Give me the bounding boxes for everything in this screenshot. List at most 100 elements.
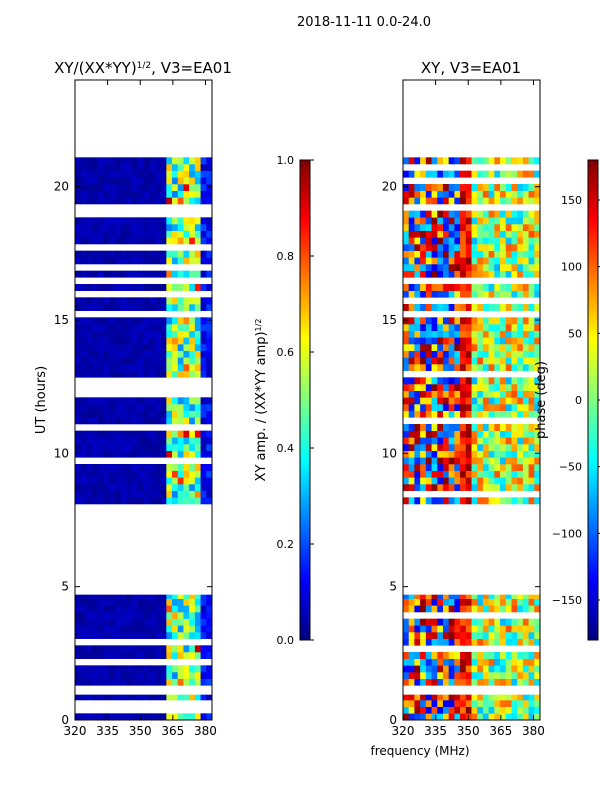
heatmap-cell <box>103 665 110 673</box>
heatmap-cell <box>189 404 196 411</box>
heatmap-cell <box>137 284 144 291</box>
heatmap-cell <box>454 184 461 191</box>
heatmap-cell <box>431 384 438 391</box>
heatmap-cell <box>534 190 540 198</box>
heatmap-cell <box>511 224 518 231</box>
heatmap-cell <box>465 337 472 345</box>
heatmap-cell <box>149 230 156 238</box>
heatmap-cell <box>471 477 478 485</box>
heatmap-cell <box>431 694 438 701</box>
heatmap-cell <box>149 618 156 626</box>
heatmap-cell <box>477 210 484 218</box>
heatmap-cell <box>425 184 433 191</box>
heatmap-cell <box>477 678 484 686</box>
heatmap-cell <box>403 706 410 714</box>
heatmap-cell <box>460 284 467 291</box>
heatmap-cell <box>482 700 490 707</box>
heatmap-cell <box>465 237 472 245</box>
heatmap-cell <box>154 594 162 599</box>
colorbar1-tick-label: 1.0 <box>277 154 295 167</box>
heatmap-cell <box>420 384 427 391</box>
heatmap-cell <box>500 632 507 639</box>
heatmap-cell <box>437 424 444 431</box>
heatmap-cell <box>194 625 202 633</box>
heatmap-cell <box>97 170 105 178</box>
heatmap-cell <box>442 497 450 505</box>
heatmap-cell <box>189 304 196 311</box>
heatmap-cell <box>500 424 507 431</box>
heatmap-cell <box>431 470 438 478</box>
heatmap-cell <box>442 625 450 633</box>
heatmap-cell <box>132 470 139 478</box>
heatmap-cell <box>75 645 82 653</box>
heatmap-cell <box>172 484 179 491</box>
heatmap-cell <box>431 598 438 606</box>
heatmap-cell <box>103 317 110 325</box>
heatmap-cell <box>166 618 173 626</box>
heatmap-cell <box>465 350 472 358</box>
heatmap-cell <box>488 410 495 418</box>
heatmap-cell <box>194 713 202 720</box>
heatmap-cell <box>86 477 93 485</box>
heatmap-cell <box>420 450 427 458</box>
heatmap-cell <box>172 444 179 451</box>
heatmap-cell <box>414 390 421 398</box>
panel1-heatmap <box>75 157 212 720</box>
heatmap-cell <box>149 344 156 351</box>
heatmap-cell <box>103 197 110 205</box>
heatmap-cell <box>534 424 540 431</box>
heatmap-cell <box>437 625 444 633</box>
heatmap-cell <box>460 157 467 165</box>
heatmap-cell <box>431 210 438 218</box>
heatmap-cell <box>522 444 530 451</box>
heatmap-cell <box>120 713 127 720</box>
heatmap-cell <box>103 304 110 311</box>
heatmap-cell <box>132 612 139 619</box>
heatmap-cell <box>431 477 438 485</box>
heatmap-cell <box>477 157 484 165</box>
heatmap-cell <box>437 678 444 686</box>
heatmap-cell <box>154 397 162 405</box>
heatmap-cell <box>143 250 150 258</box>
heatmap-cell <box>126 410 133 418</box>
heatmap-cell <box>488 457 495 465</box>
heatmap-cell <box>414 284 421 291</box>
heatmap-cell <box>477 397 484 405</box>
heatmap-cell <box>522 364 530 371</box>
heatmap-cell <box>126 250 133 258</box>
heatmap-cell <box>482 470 490 478</box>
heatmap-cell <box>143 618 150 626</box>
heatmap-cell <box>505 157 512 165</box>
heatmap-cell <box>505 390 512 398</box>
heatmap-cell <box>471 384 478 391</box>
heatmap-cell <box>103 450 110 458</box>
heatmap-cell <box>477 665 484 673</box>
heatmap-cell <box>488 237 495 245</box>
heatmap-cell <box>477 430 484 438</box>
heatmap-cell <box>442 700 450 707</box>
heatmap-cell <box>109 350 116 358</box>
heatmap-cell <box>137 598 144 606</box>
heatmap-cell <box>160 605 167 613</box>
heatmap-cell <box>97 337 105 345</box>
heatmap-cell <box>75 678 82 686</box>
heatmap-cell <box>143 217 150 225</box>
heatmap-cell <box>511 190 518 198</box>
heatmap-cell <box>200 490 207 498</box>
heatmap-cell <box>482 284 490 291</box>
heatmap-cell <box>103 257 110 265</box>
heatmap-cell <box>143 337 150 345</box>
heatmap-cell <box>86 164 93 171</box>
heatmap-cell <box>505 410 512 418</box>
heatmap-cell <box>92 632 99 639</box>
heatmap-cell <box>189 344 196 351</box>
heatmap-cell <box>454 470 461 478</box>
heatmap-cell <box>114 170 122 178</box>
heatmap-cell <box>166 157 173 165</box>
heatmap-cell <box>120 605 127 613</box>
heatmap-cell <box>517 672 524 679</box>
heatmap-cell <box>442 270 450 278</box>
heatmap-cell <box>206 164 212 171</box>
heatmap-cell <box>206 594 212 599</box>
heatmap-cell <box>442 672 450 679</box>
